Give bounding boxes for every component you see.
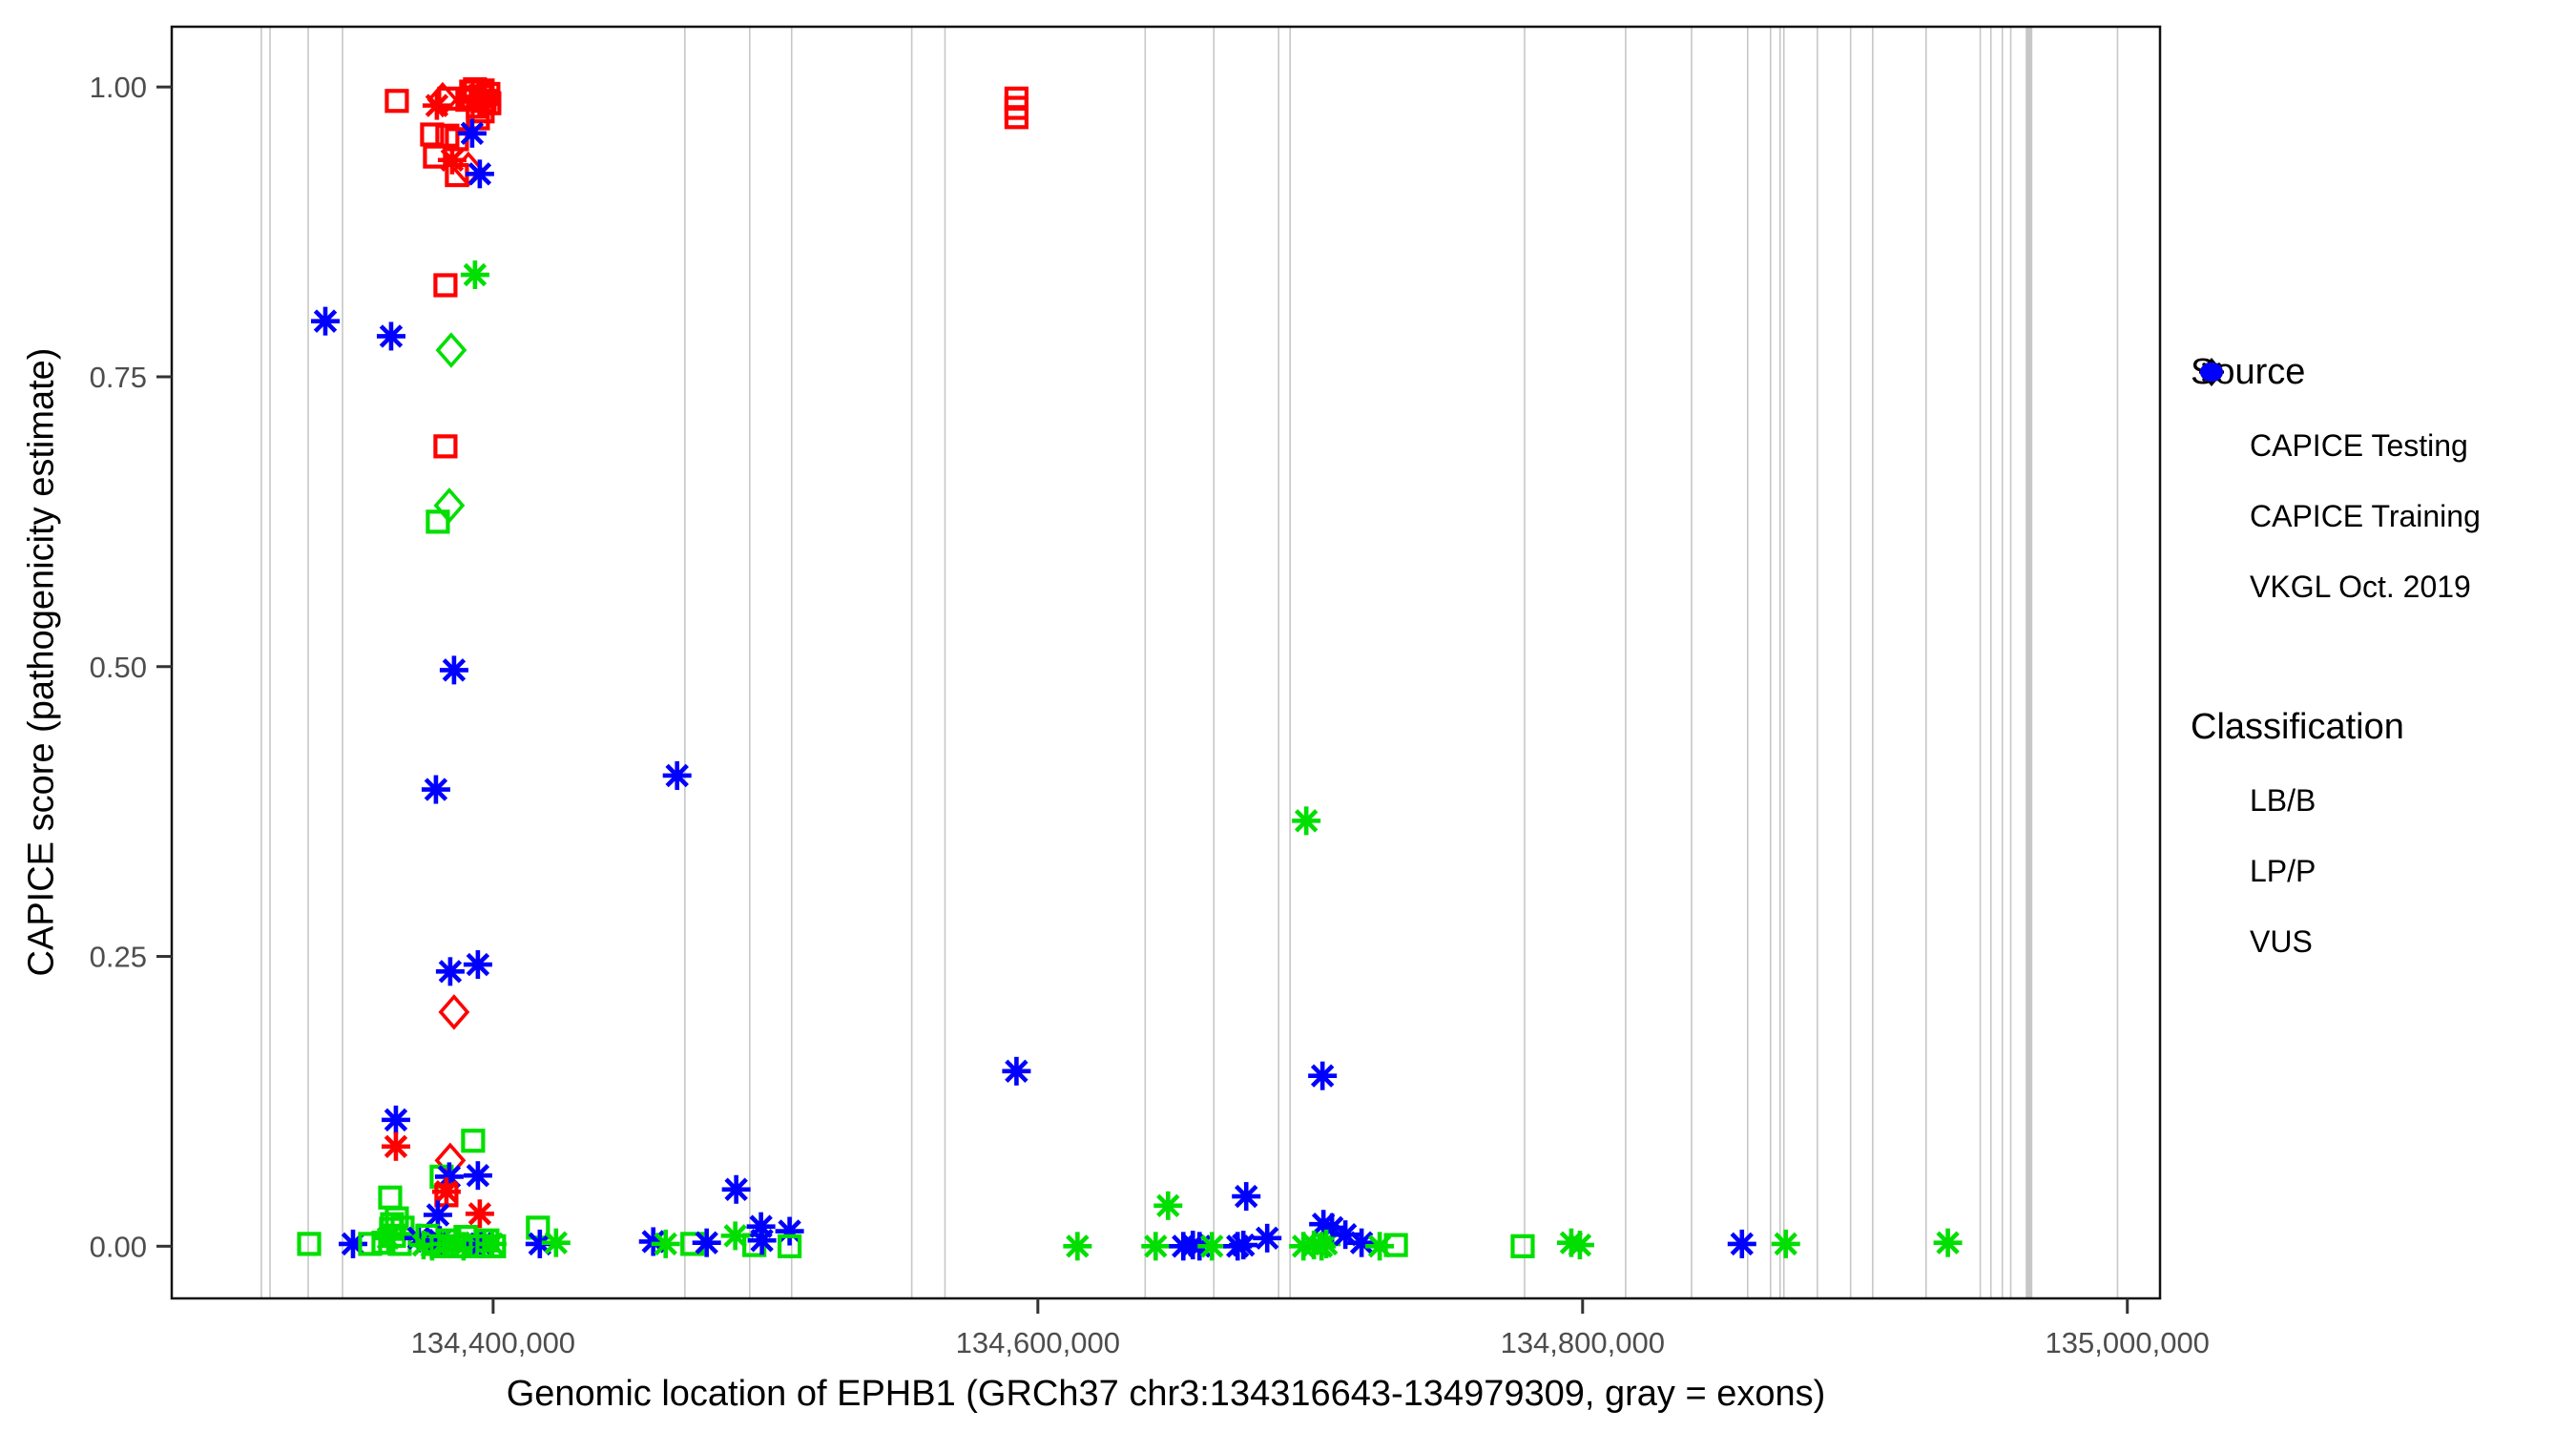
data-point-asterisk xyxy=(460,260,489,290)
legend-item-label: CAPICE Testing xyxy=(2250,427,2468,463)
x-tick-label: 134,800,000 xyxy=(1501,1326,1665,1359)
data-point-asterisk xyxy=(439,655,468,685)
legend-item-vus: VUS xyxy=(2191,363,2576,977)
legend-item-capice-testing: CAPICE Testing xyxy=(2191,357,2576,481)
data-point-square xyxy=(482,1234,507,1258)
data-point-asterisk xyxy=(1153,1191,1183,1220)
data-point-asterisk xyxy=(1197,1232,1227,1261)
data-point-diamond xyxy=(435,332,467,368)
y-tick-label: 0.25 xyxy=(90,941,147,974)
data-point-asterisk xyxy=(435,957,465,986)
data-point-square xyxy=(461,1129,486,1153)
data-point-asterisk xyxy=(747,1226,777,1255)
panel-border xyxy=(170,25,2162,1300)
data-point-asterisk xyxy=(422,91,451,120)
x-tick-label: 134,400,000 xyxy=(411,1326,575,1359)
data-point-asterisk xyxy=(1232,1182,1261,1212)
legend-source-items: CAPICE Testing CAPICE Training xyxy=(2191,357,2576,622)
data-point-square xyxy=(378,1185,403,1210)
data-point-asterisk xyxy=(1933,1228,1963,1257)
data-point-asterisk xyxy=(1253,1223,1282,1253)
data-point-square xyxy=(1004,105,1029,130)
data-point-asterisk xyxy=(692,1228,721,1257)
y-tick-label: 0.00 xyxy=(90,1230,147,1263)
data-point-asterisk xyxy=(457,118,487,148)
data-point-asterisk xyxy=(1292,806,1321,836)
data-point-asterisk xyxy=(1347,1228,1377,1257)
data-point-asterisk xyxy=(662,760,692,790)
legend-item-label: CAPICE Training xyxy=(2250,498,2481,533)
legend-item-lbb: LB/B xyxy=(2191,363,2576,836)
data-point-asterisk xyxy=(541,1228,571,1257)
legend-item-label: VKGL Oct. 2019 xyxy=(2250,569,2471,604)
legend-source-title: Source xyxy=(2191,352,2306,392)
data-point-asterisk xyxy=(465,159,494,189)
data-point-asterisk xyxy=(1229,1231,1258,1260)
legend: Source CAPICE Testing CAPICE Training xyxy=(2191,351,2576,977)
y-axis-title: CAPICE score (pathogenicity estimate) xyxy=(21,347,62,977)
data-point-square xyxy=(778,1234,802,1258)
data-point-diamond xyxy=(438,994,470,1030)
legend-classification-items: LB/B LP/P VUS xyxy=(2191,363,2576,977)
data-point-asterisk xyxy=(381,1105,410,1134)
data-point-asterisk xyxy=(381,1131,410,1161)
data-point-asterisk xyxy=(1141,1232,1171,1261)
data-point-square xyxy=(466,94,490,119)
data-point-square xyxy=(459,79,484,104)
legend-item-label: VUS xyxy=(2250,923,2313,959)
data-point-asterisk xyxy=(1002,1056,1031,1086)
data-point-square xyxy=(1383,1233,1408,1257)
data-point-asterisk xyxy=(651,1229,680,1258)
data-point-asterisk xyxy=(421,775,450,804)
data-point-square xyxy=(426,509,450,534)
x-tick-label: 135,000,000 xyxy=(2046,1326,2210,1359)
y-tick-label: 1.00 xyxy=(90,71,147,104)
data-point-asterisk xyxy=(431,1177,461,1207)
legend-item-lpp: LP/P xyxy=(2191,363,2576,906)
y-tick-label: 0.75 xyxy=(90,361,147,394)
data-point-asterisk xyxy=(1308,1061,1338,1090)
data-point-square xyxy=(1510,1234,1535,1258)
data-point-square xyxy=(384,89,409,114)
data-point-asterisk xyxy=(376,321,405,351)
data-point-diamond xyxy=(426,81,459,118)
data-point-asterisk xyxy=(1727,1229,1756,1258)
legend-classification-title: Classification xyxy=(2191,707,2404,747)
data-point-diamond xyxy=(452,151,485,188)
data-point-square xyxy=(433,273,458,298)
data-point-asterisk xyxy=(311,306,341,336)
data-point-asterisk xyxy=(423,1200,452,1230)
data-point-asterisk xyxy=(1063,1232,1092,1261)
legend-item-label: LB/B xyxy=(2250,782,2316,818)
data-point-asterisk xyxy=(721,1174,751,1204)
data-point-square xyxy=(297,1232,322,1256)
data-point-asterisk xyxy=(465,1199,494,1229)
x-axis-title: Genomic location of EPHB1 (GRCh37 chr3:1… xyxy=(506,1374,1826,1414)
legend-item-capice-training: CAPICE Training xyxy=(2191,363,2576,551)
legend-item-vkgl: VKGL Oct. 2019 xyxy=(2191,360,2576,622)
data-point-asterisk xyxy=(1565,1231,1594,1260)
x-tick-label: 134,600,000 xyxy=(956,1326,1120,1359)
data-point-square xyxy=(423,144,447,169)
data-point-asterisk xyxy=(1771,1229,1800,1258)
y-tick-label: 0.50 xyxy=(90,651,147,684)
data-point-square xyxy=(433,434,458,459)
data-point-asterisk xyxy=(463,950,492,980)
legend-item-label: LP/P xyxy=(2250,853,2316,888)
data-point-asterisk xyxy=(463,1161,492,1191)
